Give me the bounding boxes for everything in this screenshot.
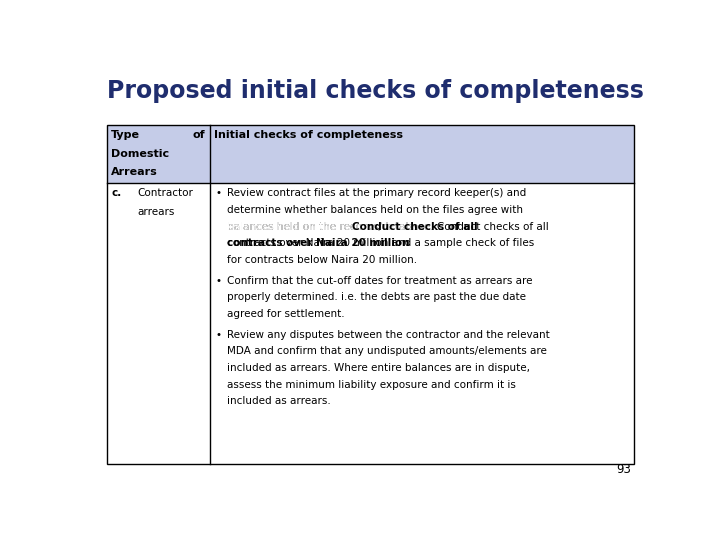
Text: Domestic: Domestic (111, 149, 169, 159)
Text: contracts over Naira 20 million and a sample check of files: contracts over Naira 20 million and a sa… (227, 238, 534, 248)
Text: balances held on the records/database. Conduct checks of all: balances held on the records/database. C… (227, 221, 590, 232)
Text: for contracts below Naira 20 million.: for contracts below Naira 20 million. (227, 255, 417, 265)
Text: Review contract files at the primary record keeper(s) and: Review contract files at the primary rec… (227, 188, 526, 198)
Text: determine whether balances held on the files agree with: determine whether balances held on the f… (227, 205, 523, 215)
Text: Conduct checks of all: Conduct checks of all (352, 221, 477, 232)
Text: arrears: arrears (138, 207, 175, 217)
Text: Proposed initial checks of completeness: Proposed initial checks of completeness (107, 79, 644, 103)
Text: Arrears: Arrears (111, 167, 158, 177)
Text: Review any disputes between the contractor and the relevant: Review any disputes between the contract… (227, 329, 549, 340)
Text: •: • (215, 329, 222, 340)
Text: assess the minimum liability exposure and confirm it is: assess the minimum liability exposure an… (227, 380, 516, 389)
Text: agreed for settlement.: agreed for settlement. (227, 309, 344, 319)
Text: properly determined. i.e. the debts are past the due date: properly determined. i.e. the debts are … (227, 292, 526, 302)
Text: •: • (215, 275, 222, 286)
Text: included as arrears. Where entire balances are in dispute,: included as arrears. Where entire balanc… (227, 363, 530, 373)
Text: of: of (193, 130, 205, 140)
Text: 93: 93 (616, 463, 631, 476)
Text: Type: Type (111, 130, 140, 140)
Text: •: • (215, 188, 222, 198)
Text: Confirm that the cut-off dates for treatment as arrears are: Confirm that the cut-off dates for treat… (227, 275, 532, 286)
Text: Contractor: Contractor (138, 188, 193, 198)
Text: included as arrears.: included as arrears. (227, 396, 330, 406)
Bar (107, 125, 634, 464)
Text: c.: c. (111, 188, 122, 198)
Bar (107, 125, 634, 183)
Text: MDA and confirm that any undisputed amounts/elements are: MDA and confirm that any undisputed amou… (227, 346, 546, 356)
Text: balances held on the records/database. Conduct checks of all: balances held on the records/database. C… (227, 221, 549, 232)
Text: balances held on the records/database.: balances held on the records/database. (227, 221, 436, 232)
Text: contracts over Naira 20 million: contracts over Naira 20 million (227, 238, 409, 248)
Text: Initial checks of completeness: Initial checks of completeness (215, 130, 403, 140)
